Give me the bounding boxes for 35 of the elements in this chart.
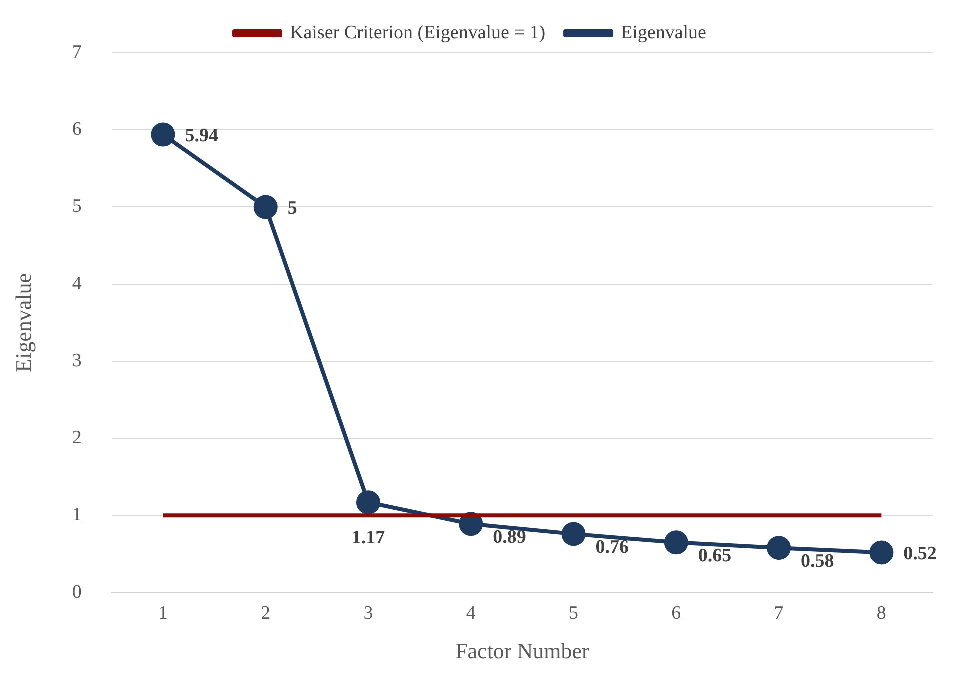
point [664, 530, 688, 555]
y-tick-label: 3 [72, 350, 82, 372]
data-label: 0.89 [493, 527, 526, 548]
data-label: 0.65 [698, 546, 732, 567]
y-tick-label: 6 [72, 119, 82, 140]
x-axis-title: Factor Number [456, 638, 590, 664]
x-tick-label: 1 [158, 603, 168, 624]
x-tick-label: 5 [569, 603, 579, 624]
x-tick-label: 3 [364, 603, 374, 624]
y-tick-label: 7 [72, 42, 82, 63]
legend-label: Kaiser Criterion (Eigenvalue = 1) [290, 22, 546, 44]
point [254, 195, 278, 220]
point [562, 522, 586, 546]
y-tick-label: 0 [72, 582, 82, 603]
x-tick-label: 8 [876, 603, 886, 624]
data-label: 5.94 [185, 126, 219, 147]
y-tick-label: 2 [72, 428, 82, 449]
point [356, 490, 380, 515]
y-tick-label: 5 [72, 196, 82, 218]
y-tick-label: 1 [72, 504, 82, 526]
data-label: 5 [288, 198, 298, 220]
y-tick-label: 4 [72, 273, 82, 294]
x-tick-label: 2 [261, 603, 271, 624]
data-label: 0.76 [596, 537, 630, 558]
x-tick-label: 4 [466, 603, 476, 624]
point [151, 122, 176, 147]
y-axis-title: Eigenvalue [10, 273, 36, 372]
x-tick-label: 7 [774, 603, 784, 624]
point [870, 540, 894, 565]
x-tick-label: 6 [672, 603, 682, 624]
point [767, 536, 792, 560]
data-label: 0.52 [904, 544, 937, 565]
legend-label: Eigenvalue [621, 22, 706, 44]
data-label: 0.58 [801, 550, 834, 572]
data-label: 1.17 [352, 527, 386, 548]
